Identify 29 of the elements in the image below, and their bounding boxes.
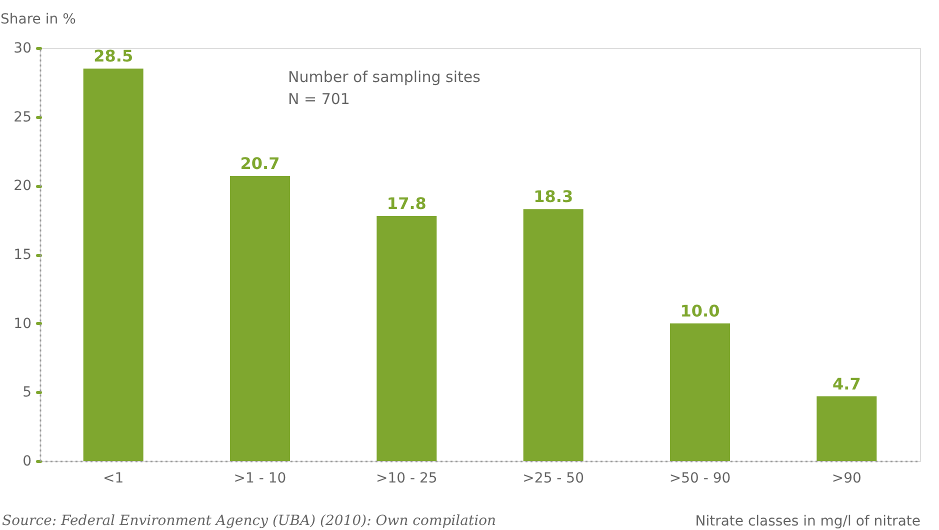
x-tick-label: <1 bbox=[103, 470, 124, 486]
x-tick-label: >1 - 10 bbox=[234, 470, 286, 486]
data-label: 10.0 bbox=[680, 301, 720, 320]
y-axis-title: Share in % bbox=[0, 12, 76, 28]
y-tick-label: 30 bbox=[14, 40, 32, 56]
y-tick-label: 20 bbox=[14, 178, 32, 194]
bar bbox=[523, 209, 584, 461]
y-tick-label: 15 bbox=[14, 247, 32, 263]
bar bbox=[376, 216, 437, 461]
y-tick-label: 25 bbox=[14, 109, 32, 126]
bar bbox=[230, 176, 290, 461]
data-label: 28.5 bbox=[94, 46, 134, 66]
annotation: Number of sampling sites N = 701 bbox=[288, 68, 481, 108]
y-tick-label: 10 bbox=[14, 316, 32, 332]
y-tick-label: 5 bbox=[22, 384, 32, 401]
bar bbox=[83, 68, 144, 461]
y-tick-label: 0 bbox=[22, 454, 32, 470]
x-tick-label: >25 - 50 bbox=[522, 470, 584, 486]
data-label: 4.7 bbox=[832, 374, 861, 394]
x-tick-label: >50 - 90 bbox=[669, 470, 731, 486]
data-label: 17.8 bbox=[386, 194, 426, 213]
data-label: 20.7 bbox=[240, 154, 280, 174]
x-tick-label: >10 - 25 bbox=[376, 470, 438, 486]
source-note: Source: Federal Environment Agency (UBA) (2010): Own compilation bbox=[2, 513, 496, 529]
x-tick-label: >90 bbox=[832, 470, 862, 486]
bar bbox=[816, 396, 877, 461]
data-label: 18.3 bbox=[534, 187, 574, 206]
x-axis-title: Nitrate classes in mg/l of nitrate bbox=[695, 514, 920, 530]
bar bbox=[670, 323, 730, 461]
